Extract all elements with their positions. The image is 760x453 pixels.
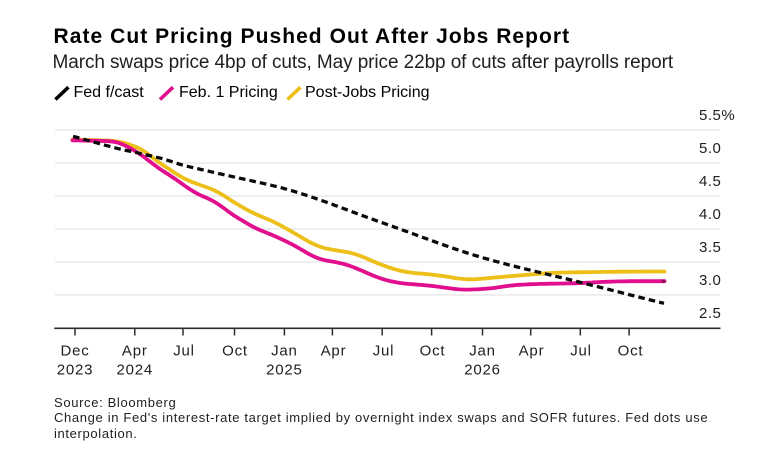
svg-text:Oct: Oct — [618, 343, 644, 360]
svg-text:4.0: 4.0 — [699, 206, 721, 223]
svg-text:Jan: Jan — [469, 343, 496, 360]
svg-text:Apr: Apr — [122, 343, 148, 360]
svg-text:Jul: Jul — [373, 343, 395, 360]
svg-text:2026: 2026 — [464, 362, 501, 379]
svg-text:Jul: Jul — [570, 343, 592, 360]
svg-text:5.0: 5.0 — [699, 140, 721, 157]
svg-text:3.5: 3.5 — [699, 239, 721, 256]
svg-text:Oct: Oct — [222, 343, 248, 360]
svg-text:4.5: 4.5 — [699, 173, 721, 190]
svg-text:Apr: Apr — [519, 343, 545, 360]
svg-text:Apr: Apr — [321, 343, 347, 360]
svg-text:Oct: Oct — [420, 343, 446, 360]
svg-text:2.5: 2.5 — [699, 305, 721, 322]
svg-text:2024: 2024 — [117, 362, 154, 379]
svg-text:2023: 2023 — [57, 362, 94, 379]
svg-text:2025: 2025 — [266, 362, 303, 379]
svg-text:3.0: 3.0 — [699, 272, 721, 289]
svg-text:5.5%: 5.5% — [699, 107, 735, 124]
svg-text:Dec: Dec — [60, 343, 89, 360]
svg-text:Jul: Jul — [173, 343, 195, 360]
svg-text:Jan: Jan — [271, 343, 298, 360]
